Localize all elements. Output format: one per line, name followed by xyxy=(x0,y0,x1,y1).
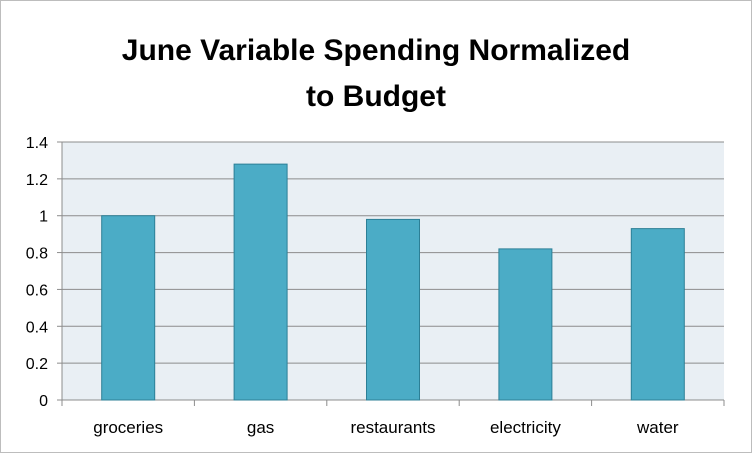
x-tick-label: electricity xyxy=(490,418,561,437)
chart-title-line-1: June Variable Spending Normalized xyxy=(121,34,631,67)
bar-gas xyxy=(233,163,288,401)
bar-water xyxy=(630,228,685,401)
x-tick-label: gas xyxy=(247,418,274,437)
bar-electricity xyxy=(498,248,553,401)
bar-restaurants xyxy=(366,218,420,401)
y-tick-label: 0.6 xyxy=(26,282,48,299)
y-tick-label: 0.4 xyxy=(26,319,48,336)
y-tick-label: 1 xyxy=(39,209,48,226)
x-tick-label: groceries xyxy=(93,418,163,437)
y-tick-label: 0 xyxy=(39,393,48,410)
y-tick-label: 0.8 xyxy=(26,246,48,263)
chart-title-line-2: to Budget xyxy=(306,80,446,113)
y-tick-label: 1.4 xyxy=(26,135,48,152)
x-tick-label: water xyxy=(636,418,679,437)
bar-groceries xyxy=(101,215,156,401)
y-tick-label: 0.2 xyxy=(26,356,48,373)
chart-title: June Variable Spending Normalized to Bud… xyxy=(0,28,752,120)
x-tick-label: restaurants xyxy=(350,418,435,437)
y-tick-label: 1.2 xyxy=(26,172,48,189)
